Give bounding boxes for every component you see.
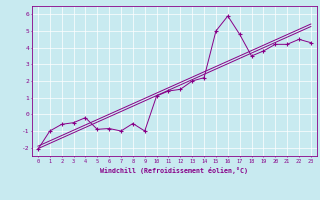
- X-axis label: Windchill (Refroidissement éolien,°C): Windchill (Refroidissement éolien,°C): [100, 167, 248, 174]
